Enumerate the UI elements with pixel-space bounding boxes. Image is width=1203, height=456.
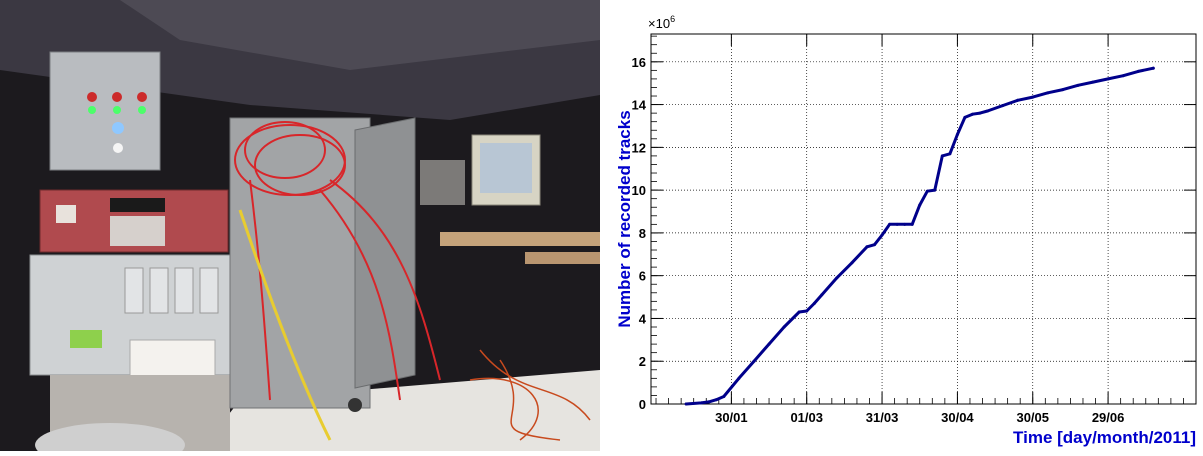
tracks-data-point xyxy=(1001,104,1005,108)
tracks-data-point xyxy=(1046,91,1050,95)
red-button-3 xyxy=(137,92,147,102)
tracks-data-point xyxy=(933,188,937,192)
tracks-data-point xyxy=(895,222,899,226)
tracks-data-point xyxy=(1106,77,1110,81)
white-light xyxy=(113,143,123,153)
green-light-2 xyxy=(113,106,121,114)
tarp-highlight xyxy=(120,0,600,70)
red-button-2 xyxy=(112,92,122,102)
tracks-data-point xyxy=(805,309,809,313)
equipment-photo xyxy=(0,0,600,451)
tracks-data-point xyxy=(903,222,907,226)
tracks-data-point xyxy=(925,189,929,193)
x-tick-label: 30/05 xyxy=(1016,410,1049,425)
tracks-data-point xyxy=(1076,83,1080,87)
green-light-3 xyxy=(138,106,146,114)
y-tick-label: 4 xyxy=(639,311,647,326)
x-axis-ticks: 30/01 01/03 31/03 30/04 30/05 29/06 xyxy=(655,34,1197,425)
tracks-data-point xyxy=(880,233,884,237)
tracks-data-point xyxy=(970,112,974,116)
tracks-data-point xyxy=(797,310,801,314)
white-floor xyxy=(200,370,600,451)
tracks-data-point xyxy=(782,325,786,329)
red-cables xyxy=(234,121,441,401)
blue-light xyxy=(112,122,124,134)
grid-lines xyxy=(651,34,1196,404)
green-light-1 xyxy=(88,106,96,114)
tracks-data-point xyxy=(714,398,718,402)
tracks-data-point xyxy=(865,245,869,249)
tracks-data-point xyxy=(812,301,816,305)
series-layer xyxy=(684,66,1155,406)
nim-module-3 xyxy=(174,267,194,314)
y-tick-label: 16 xyxy=(632,55,646,70)
tracks-data-point xyxy=(767,342,771,346)
desk-shelf xyxy=(525,252,600,264)
tracks-data-point xyxy=(1136,69,1140,73)
x-tick-label: 31/03 xyxy=(866,410,899,425)
y-tick-label: 2 xyxy=(639,354,646,369)
tracks-data-point xyxy=(888,222,892,226)
tracks-data-point xyxy=(1091,80,1095,84)
wooden-desk xyxy=(440,232,600,246)
hv-meter xyxy=(56,205,76,223)
tracks-data-point xyxy=(1016,98,1020,102)
monitor-screen xyxy=(480,143,532,193)
computer-case xyxy=(420,160,465,205)
rack-door xyxy=(354,117,416,389)
nim-module-2 xyxy=(149,267,169,314)
tracks-data-point xyxy=(1151,66,1155,70)
tracks-data-point xyxy=(707,400,711,404)
rack-wheel xyxy=(348,398,362,412)
tracks-data-point xyxy=(918,203,922,207)
tracks-data-point xyxy=(722,395,726,399)
photo-equipment-rack xyxy=(0,0,600,451)
hv-keypad xyxy=(110,216,165,246)
tracks-data-point xyxy=(873,243,877,247)
tracks-chart-panel: 0 2 4 6 8 10 12 14 16 30/01 01/03 31/03 30/04 30/05 2… xyxy=(600,0,1203,451)
x-tick-label: 30/01 xyxy=(715,410,748,425)
y-tick-label: 0 xyxy=(639,397,646,412)
x-tick-label: 30/04 xyxy=(941,410,974,425)
y-tick-label: 8 xyxy=(639,226,646,241)
nim-module-4 xyxy=(199,267,219,314)
tracks-data-point xyxy=(955,133,959,137)
y-tick-label: 6 xyxy=(639,269,646,284)
tracks-data-point xyxy=(752,359,756,363)
plot-frame xyxy=(650,33,1197,405)
tracks-data-point xyxy=(820,293,824,297)
yellow-cable xyxy=(238,209,332,441)
x-axis-label: Time [day/month/2011] xyxy=(1013,428,1196,447)
tracks-data-point xyxy=(737,376,741,380)
tracks-data-point xyxy=(978,111,982,115)
tracks-data-point xyxy=(986,109,990,113)
y-multiplier: ×106 xyxy=(648,14,675,31)
red-button-1 xyxy=(87,92,97,102)
tracks-data-point xyxy=(948,152,952,156)
y-tick-label: 14 xyxy=(632,98,647,113)
crate-lcd xyxy=(70,330,102,348)
white-object xyxy=(35,423,185,451)
x-tick-label: 29/06 xyxy=(1092,410,1125,425)
tracks-chart: 0 2 4 6 8 10 12 14 16 30/01 01/03 31/03 30/04 30/05 2… xyxy=(615,14,1197,447)
y-tick-label: 10 xyxy=(632,183,646,198)
floor-cables xyxy=(469,349,591,441)
tracks-data-point xyxy=(699,401,703,405)
tracks-data-point xyxy=(684,402,688,406)
nim-module-1 xyxy=(124,267,144,314)
tracks-data-point xyxy=(1121,74,1125,78)
tracks-data-point xyxy=(835,276,839,280)
tracks-data-point xyxy=(1061,88,1065,92)
hv-display xyxy=(110,198,165,212)
tracks-data-point xyxy=(910,222,914,226)
y-tick-label: 12 xyxy=(632,140,646,155)
aluminium-rack xyxy=(229,117,371,409)
tracks-data-point xyxy=(1031,95,1035,99)
y-axis-label: Number of recorded tracks xyxy=(615,110,634,327)
tracks-data-point xyxy=(850,261,854,265)
x-tick-label: 01/03 xyxy=(790,410,823,425)
tracks-data-point xyxy=(940,154,944,158)
tracks-data-point xyxy=(963,115,967,119)
